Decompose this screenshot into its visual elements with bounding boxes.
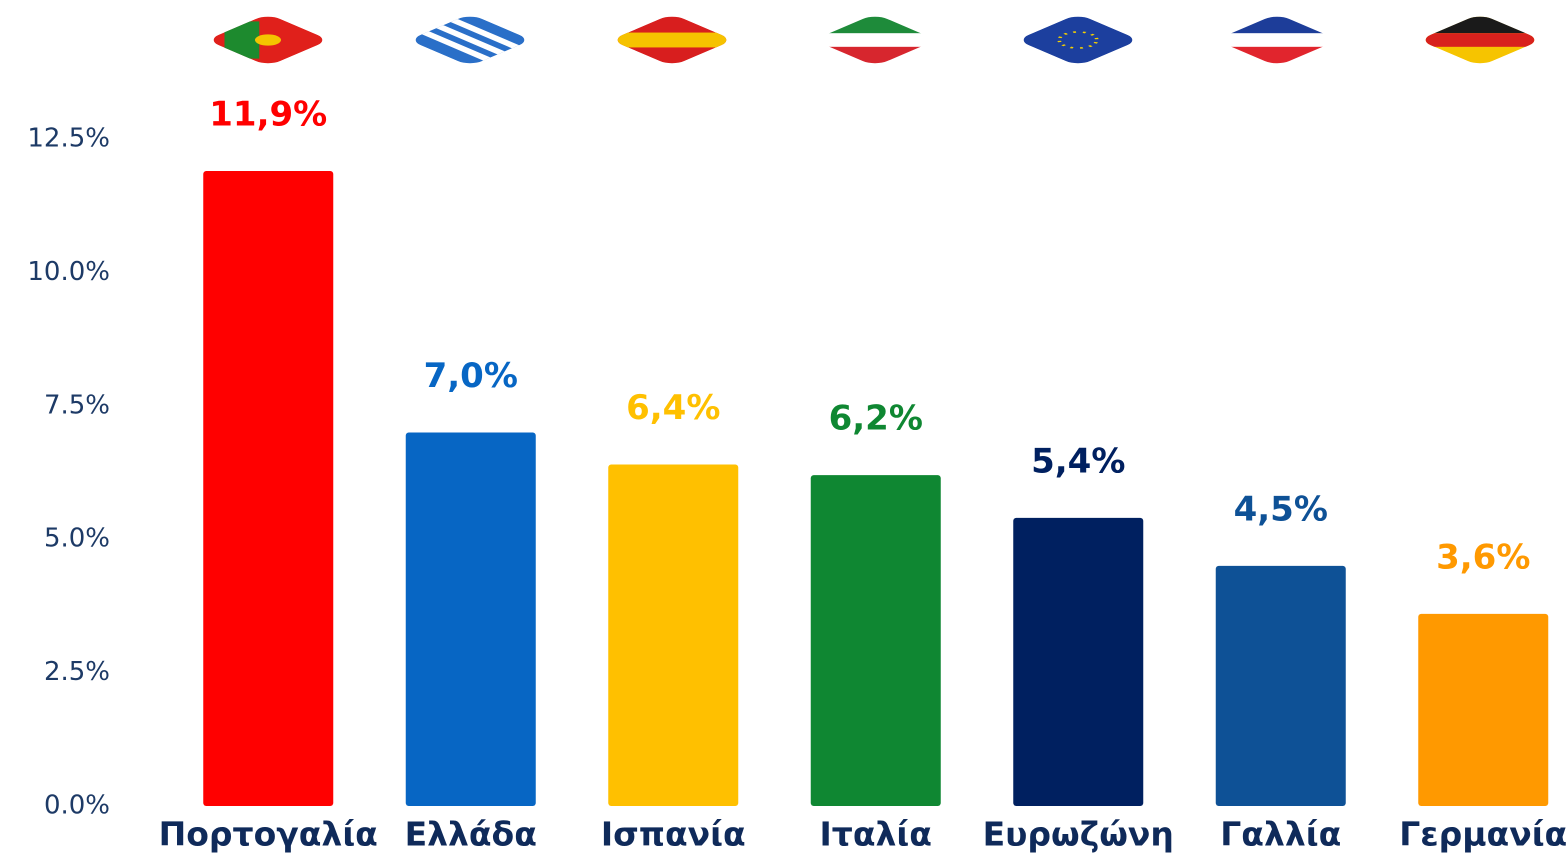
flag-france: [1215, 13, 1339, 67]
x-tick-label: Ιταλία: [820, 815, 932, 853]
y-tick-label: 12.5%: [27, 124, 110, 154]
value-label: 6,2%: [829, 399, 923, 439]
bar: [1215, 565, 1346, 806]
flag-portugal: [206, 13, 330, 67]
bar: [1013, 517, 1144, 806]
x-tick-label: Γαλλία: [1220, 815, 1341, 853]
y-tick-label: 5.0%: [44, 524, 110, 554]
value-label: 7,0%: [424, 356, 518, 396]
flags: [206, 13, 1542, 67]
value-label: 3,6%: [1436, 537, 1530, 577]
bar: [608, 464, 739, 806]
flag-spain: [610, 13, 734, 67]
x-tick-label: Ισπανία: [601, 815, 746, 853]
y-tick-label: 10.0%: [27, 257, 110, 287]
value-label: 11,9%: [209, 95, 327, 135]
flag-germany: [1418, 13, 1542, 67]
y-tick-label: 7.5%: [44, 390, 110, 420]
bar: [405, 432, 536, 806]
value-label: 4,5%: [1234, 489, 1328, 529]
x-tick-label: Ελλάδα: [405, 815, 537, 853]
y-tick-label: 2.5%: [44, 657, 110, 687]
bar: [810, 475, 941, 806]
y-tick-label: 0.0%: [44, 791, 110, 821]
x-tick-label: Ευρωζώνη: [983, 815, 1174, 853]
value-label: 6,4%: [626, 388, 720, 428]
flag-italy: [813, 13, 937, 67]
value-label: 5,4%: [1031, 441, 1125, 481]
x-tick-label: Πορτογαλία: [159, 815, 378, 853]
x-tick-label: Γερμανία: [1399, 815, 1567, 853]
flag-greece: [408, 13, 532, 67]
bar: [203, 171, 334, 807]
flag-eu: [1016, 13, 1140, 67]
bar: [1418, 613, 1549, 806]
